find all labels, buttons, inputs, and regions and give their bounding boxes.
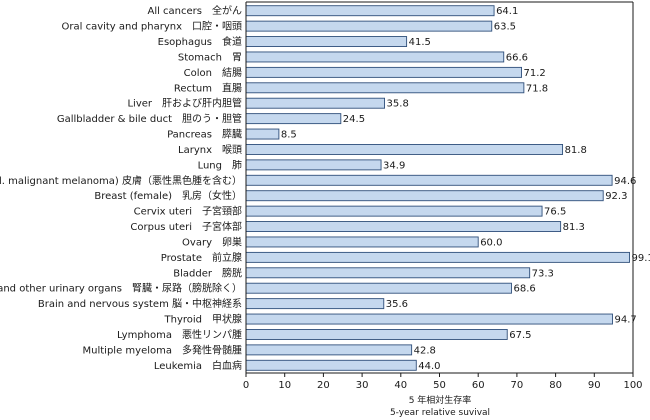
category-label: Larynx 喉頭 (178, 144, 242, 156)
category-label: Lymphoma 悪性リンパ腫 (117, 328, 242, 341)
bar (245, 144, 564, 155)
category-label: Rectum 直腸 (174, 81, 242, 94)
category-label: Ovary 卵巣 (182, 235, 242, 248)
value-label: 73.3 (532, 268, 554, 279)
x-axis: 0 10 20 30 40 50 60 70 80 90 100 (243, 1, 643, 391)
x-tick-label: 70 (511, 380, 524, 391)
value-label: 8.5 (281, 130, 297, 141)
bar (245, 205, 543, 217)
category-label: Leukemia 白血病 (154, 359, 242, 372)
category-label: Pancreas 膵臓 (167, 129, 242, 141)
x-tick-label: 0 (243, 380, 249, 391)
x-tick-label: 30 (356, 380, 369, 391)
value-label: 34.9 (383, 160, 405, 171)
bar (245, 113, 342, 125)
category-label: Kidney and other urinary organs 腎臓・尿路（膀胱… (0, 282, 242, 295)
value-label: 66.6 (506, 52, 528, 63)
category-label: Prostate 前立腺 (161, 251, 242, 264)
value-label: 94.6 (614, 176, 636, 187)
bar (245, 359, 417, 371)
category-label: Oral cavity and pharynx 口腔・咽頭 (62, 20, 243, 33)
bar (245, 313, 613, 325)
x-tick-label: 90 (588, 380, 601, 391)
bar (245, 329, 508, 340)
value-label: 71.2 (524, 68, 546, 79)
value-label: 60.0 (480, 237, 502, 248)
value-label: 35.6 (386, 299, 408, 310)
bar (245, 344, 413, 356)
category-labels-group: All cancers 全がん Oral cavity and pharynx 口… (0, 4, 242, 372)
bar (245, 66, 522, 78)
value-label: 94.7 (614, 315, 636, 326)
value-label: 81.3 (563, 222, 585, 233)
category-label: Esophagus 食道 (158, 35, 242, 48)
bar (245, 251, 630, 263)
bar (245, 97, 386, 109)
x-axis-title-english: 5-year relative suvival (390, 408, 490, 418)
value-label: 76.5 (544, 207, 566, 218)
bar (245, 20, 493, 32)
category-label: Gallbladder & bile duct 胆のう・胆管 (57, 112, 242, 125)
bar (245, 51, 505, 63)
x-tick-label: 20 (317, 380, 330, 391)
x-tick-label: 40 (394, 380, 407, 391)
bar (245, 5, 495, 17)
value-label: 44.0 (418, 361, 440, 372)
category-label: Thyroid 甲状腺 (164, 313, 243, 326)
category-label: Bladder 膀胱 (173, 266, 242, 279)
value-label: 92.3 (605, 191, 627, 202)
category-label: Stomach 胃 (178, 51, 242, 63)
bar (245, 36, 408, 47)
value-label: 63.5 (494, 22, 516, 33)
bar (245, 298, 385, 310)
bar (245, 174, 613, 186)
value-label: 81.8 (565, 145, 587, 156)
value-label: 24.5 (343, 114, 365, 125)
category-label: Skin (incl. malignant melanoma) 皮膚（悪性黒色腫… (0, 174, 242, 187)
x-tick-label: 80 (549, 380, 562, 391)
x-tick-label: 100 (623, 380, 642, 391)
value-label: 64.1 (496, 6, 518, 17)
value-label: 35.8 (387, 99, 409, 110)
value-label: 99.1 (632, 253, 650, 264)
category-label: Corpus uteri 子宮体部 (130, 220, 242, 233)
category-label: Cervix uteri 子宮頸部 (134, 205, 242, 218)
bar (245, 159, 382, 171)
bar (245, 82, 525, 94)
bar (245, 267, 531, 279)
bar (245, 236, 479, 248)
value-label: 71.8 (526, 83, 548, 94)
category-label: Liver 肝および肝内胆管 (127, 97, 242, 110)
category-label: Colon 結腸 (184, 66, 242, 79)
category-label: All cancers 全がん (147, 4, 242, 17)
value-labels-group: 64.1 63.5 41.5 66.6 71.2 71.8 35.8 24.5 8.5 81.8 3… (281, 6, 650, 372)
x-tick-label: 60 (472, 380, 485, 391)
category-label: Lung 肺 (198, 159, 242, 171)
value-label: 42.8 (414, 345, 436, 356)
bars-group (245, 5, 630, 371)
x-tick-label: 50 (433, 380, 446, 391)
x-tick-label: 10 (278, 380, 291, 391)
value-label: 67.5 (509, 330, 531, 341)
category-label: Breast (female) 乳房（女性） (94, 189, 242, 202)
bar (245, 128, 280, 140)
bar (245, 190, 604, 202)
x-axis-title-japanese: 5 年相対生存率 (409, 394, 472, 406)
value-label: 41.5 (409, 37, 431, 48)
bar (245, 221, 562, 232)
category-label: Multiple myeloma 多発性骨髄腫 (83, 343, 242, 356)
category-label: Brain and nervous system 脳・中枢神経系 (38, 297, 242, 310)
value-label: 68.6 (513, 284, 535, 295)
bar (245, 282, 512, 294)
